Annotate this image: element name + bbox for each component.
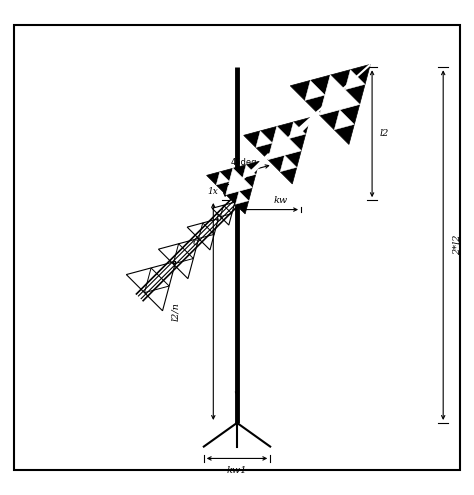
Text: c: c: [192, 238, 198, 247]
Polygon shape: [305, 80, 325, 100]
Text: kw1: kw1: [227, 466, 247, 476]
Text: l2/n: l2/n: [171, 302, 180, 321]
Polygon shape: [290, 64, 370, 145]
Polygon shape: [345, 70, 365, 90]
Polygon shape: [289, 122, 306, 139]
Text: 45deg: 45deg: [231, 158, 257, 167]
Polygon shape: [207, 161, 259, 214]
Text: l2: l2: [379, 129, 389, 138]
Polygon shape: [243, 165, 256, 178]
Polygon shape: [236, 191, 249, 204]
Text: b: b: [215, 214, 221, 223]
Polygon shape: [334, 110, 354, 130]
Polygon shape: [268, 126, 301, 159]
Polygon shape: [319, 75, 360, 115]
Polygon shape: [256, 131, 273, 148]
Polygon shape: [280, 155, 297, 172]
Polygon shape: [244, 117, 310, 184]
Text: 2*l2: 2*l2: [453, 235, 462, 255]
Text: 1x: 1x: [207, 187, 218, 197]
Polygon shape: [216, 172, 229, 185]
Text: kw: kw: [274, 196, 288, 205]
Text: a: a: [234, 196, 240, 204]
Polygon shape: [226, 168, 252, 195]
